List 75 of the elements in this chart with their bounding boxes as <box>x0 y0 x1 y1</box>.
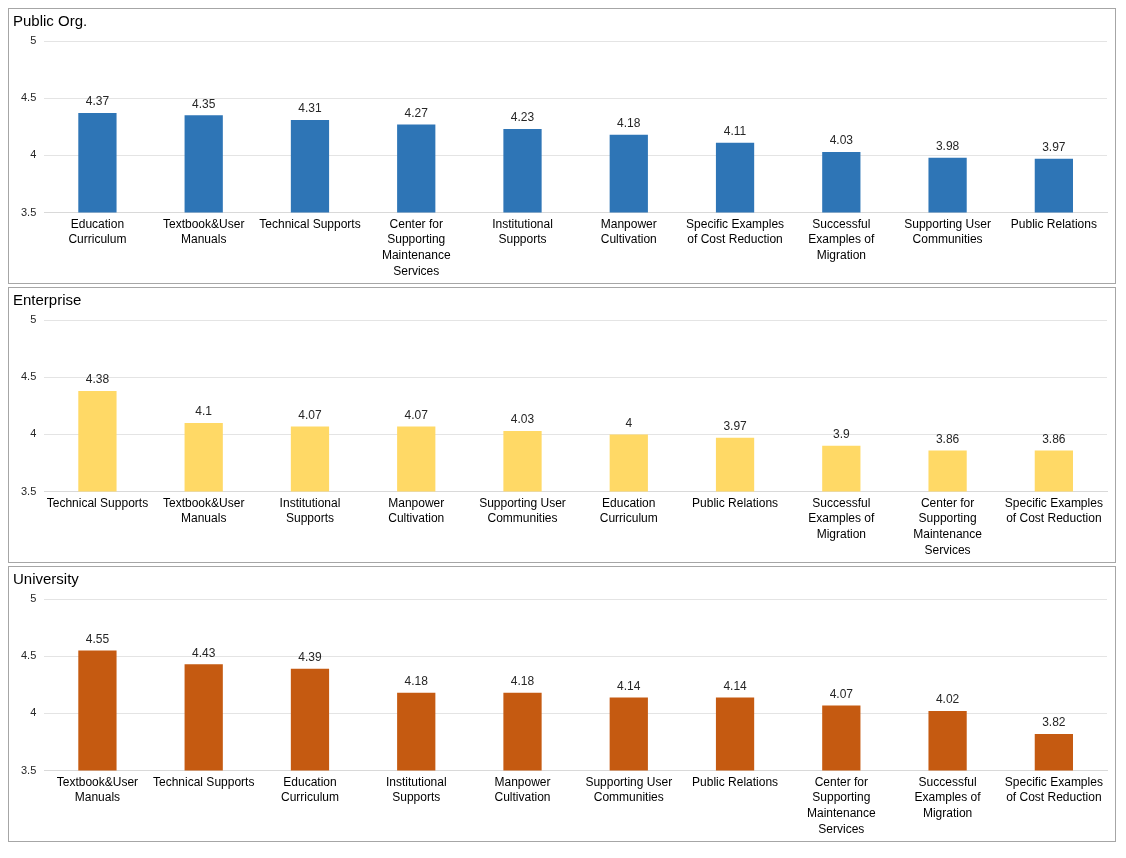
y-tick-label: 4 <box>30 427 37 440</box>
data-label: 3.97 <box>723 419 748 434</box>
x-tick-label: Education Curriculum <box>599 495 658 526</box>
x-tick-label: Successful Examples of Migration <box>808 495 875 541</box>
data-label: 4.39 <box>298 650 322 665</box>
data-label: 4.03 <box>829 133 854 148</box>
x-tick-label: Center for Supporting Maintenance Services <box>913 495 983 557</box>
x-tick-label: Public Relations <box>692 774 779 789</box>
x-tick-label: Technical Supports <box>46 495 149 510</box>
x-tick-label: Manpower Cultivation <box>600 216 657 247</box>
x-tick-label: Technical Supports <box>153 774 255 789</box>
x-tick-label: Supporting User Communities <box>585 774 673 805</box>
chart-title: Enterprise <box>13 291 82 309</box>
data-label: 4.23 <box>510 110 535 125</box>
data-label: 4.11 <box>723 124 747 139</box>
x-tick-label: Institutional Supports <box>385 774 447 805</box>
data-label: 4.1 <box>195 404 213 419</box>
x-tick-label: Public Relations <box>692 495 779 510</box>
x-tick-label: Supporting User Communities <box>479 495 566 526</box>
y-tick-label: 5 <box>30 34 37 47</box>
x-tick-label: Textbook&User Manuals <box>56 774 139 805</box>
data-label: 4.38 <box>85 372 110 387</box>
y-tick-label: 3.5 <box>20 205 37 218</box>
data-label: 4.14 <box>617 678 641 693</box>
y-tick-label: 5 <box>30 313 37 326</box>
y-tick-label: 4.5 <box>20 91 37 104</box>
x-tick-label: Education Curriculum <box>68 216 127 247</box>
data-label: 4.43 <box>192 645 216 660</box>
chart-title: Public Org. <box>13 12 88 30</box>
data-label: 4 <box>625 415 633 430</box>
data-label: 4.37 <box>85 94 110 109</box>
x-tick-label: Textbook&User Manuals <box>163 216 245 247</box>
data-label: 3.86 <box>1042 431 1066 446</box>
data-label: 3.86 <box>935 431 960 446</box>
y-tick-label: 4 <box>30 148 37 161</box>
y-tick-label: 4.5 <box>20 370 37 383</box>
data-label: 3.98 <box>935 139 960 153</box>
data-label: 4.18 <box>404 674 429 689</box>
x-tick-label: Textbook&User Manuals <box>163 495 245 526</box>
x-tick-label: Institutional Supports <box>492 216 553 247</box>
x-tick-label: Education Curriculum <box>280 774 339 805</box>
chart-title: University <box>13 570 80 588</box>
data-label: 4.07 <box>829 686 854 701</box>
x-tick-label: Specific Examples of Cost Reduction <box>1004 495 1103 526</box>
data-label: 3.82 <box>1042 715 1066 730</box>
data-label: 4.14 <box>723 678 748 693</box>
data-label: 4.07 <box>404 407 429 422</box>
x-tick-label: Center for Supporting Maintenance Services <box>806 774 876 836</box>
data-label: 4.35 <box>192 96 216 111</box>
data-label: 4.18 <box>617 116 641 131</box>
x-tick-label: Manpower Cultivation <box>388 495 445 526</box>
data-label: 4.07 <box>298 407 322 422</box>
x-tick-label: Successful Examples of Migration <box>808 216 875 262</box>
y-tick-label: 4.5 <box>20 649 37 662</box>
data-label: 4.55 <box>85 631 110 646</box>
data-label: 4.03 <box>510 412 535 427</box>
y-tick-label: 3.5 <box>20 763 37 776</box>
x-tick-label: Supporting User Communities <box>904 216 991 247</box>
data-label: 3.9 <box>832 427 850 442</box>
x-tick-label: Successful Examples of Migration <box>914 774 982 820</box>
y-tick-label: 3.5 <box>20 484 37 497</box>
x-tick-label: Institutional Supports <box>279 495 341 526</box>
data-label: 4.02 <box>935 692 960 707</box>
x-tick-label: Specific Examples of Cost Reduction <box>686 216 785 247</box>
data-label: 4.27 <box>404 105 429 120</box>
data-label: 3.97 <box>1042 140 1066 155</box>
y-tick-label: 5 <box>30 592 37 605</box>
x-tick-label: Specific Examples of Cost Reduction <box>1004 774 1103 805</box>
y-tick-label: 4 <box>30 706 37 719</box>
x-tick-label: Center for Supporting Maintenance Services <box>381 216 451 278</box>
data-label: 4.18 <box>510 674 535 689</box>
x-tick-label: Public Relations <box>1010 216 1097 231</box>
data-label: 4.31 <box>298 101 322 116</box>
x-tick-label: Technical Supports <box>259 216 361 231</box>
x-tick-label: Manpower Cultivation <box>494 774 551 805</box>
